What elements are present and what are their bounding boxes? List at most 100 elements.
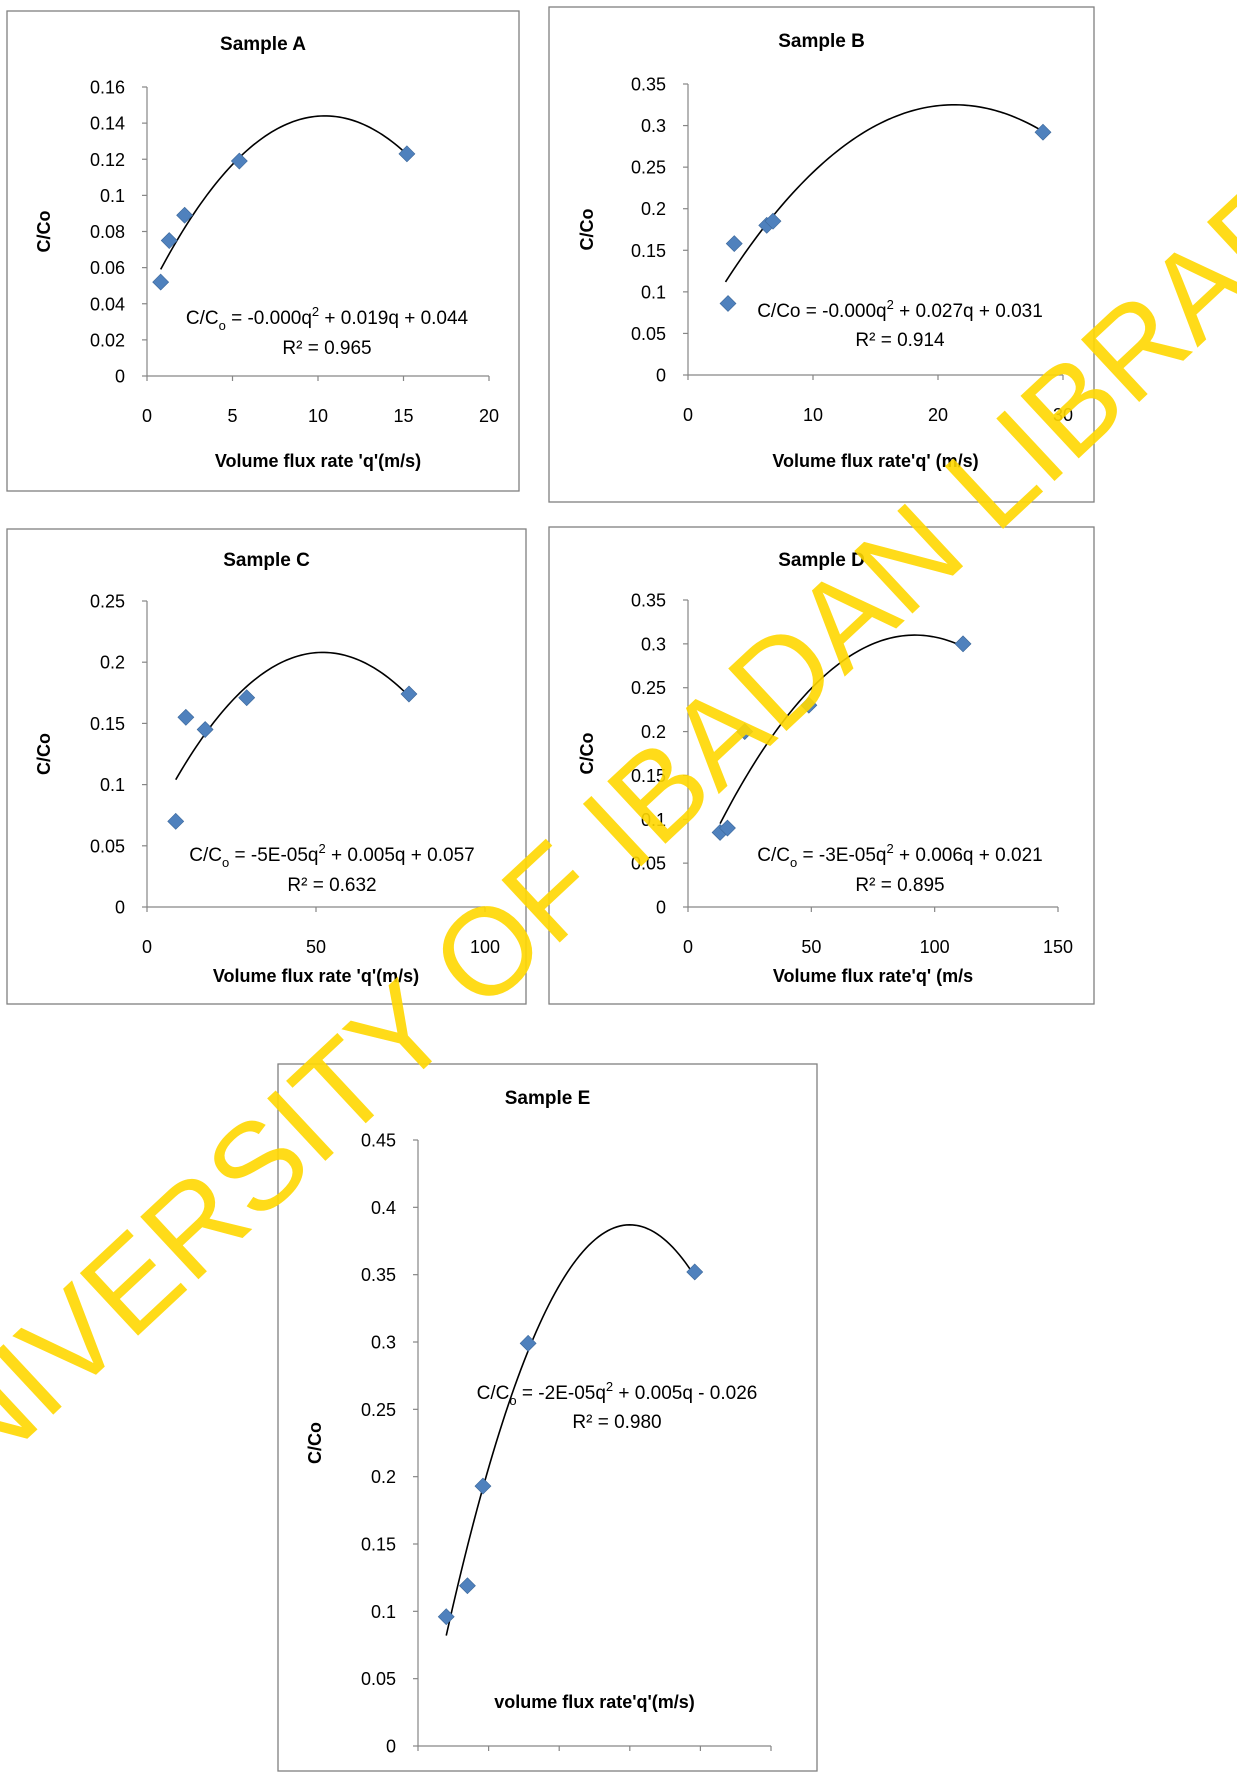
x-axis-title: Volume flux rate'q' (m/s) <box>772 451 978 471</box>
equation-rhs: + 0.006q + 0.021 <box>894 845 1043 866</box>
data-point <box>719 295 737 312</box>
y-tick-label: 0.35 <box>631 75 666 95</box>
y-tick-label: 0.3 <box>641 116 666 136</box>
equation-sup: 2 <box>312 304 319 319</box>
x-tick-label: 10 <box>803 405 823 425</box>
y-tick-label: 0.25 <box>631 158 666 178</box>
y-axis-title: C/Co <box>577 733 597 775</box>
data-point <box>519 1334 537 1352</box>
x-tick-label: 5 <box>227 406 237 426</box>
y-tick-label: 0.2 <box>371 1467 396 1487</box>
data-point <box>725 235 743 253</box>
x-tick-label: 100 <box>920 937 950 957</box>
equation-mid: = -2E-05q <box>517 1383 606 1404</box>
equation-sub: o <box>509 1393 516 1408</box>
equation-rhs: + 0.019q + 0.044 <box>319 308 468 329</box>
y-tick-label: 0.1 <box>100 775 125 795</box>
y-tick-label: 0.3 <box>641 634 666 654</box>
data-point <box>196 721 214 738</box>
data-point <box>177 708 195 726</box>
chart-title: Sample A <box>220 34 306 55</box>
chart-frame <box>6 528 527 1005</box>
data-point <box>400 685 418 703</box>
chart-title: Sample D <box>778 550 865 571</box>
data-point <box>437 1608 455 1626</box>
equation-rhs: + 0.005q + 0.057 <box>326 845 475 866</box>
chart-frame <box>548 526 1095 1005</box>
trendline <box>724 103 1044 283</box>
x-tick-label: 10 <box>308 406 328 426</box>
y-tick-label: 0.1 <box>641 810 666 830</box>
chart-title: Sample E <box>505 1088 591 1109</box>
data-point <box>160 232 178 249</box>
equation-lhs: C/C <box>186 308 219 329</box>
trendline <box>175 651 410 781</box>
y-tick-label: 0.05 <box>631 324 666 344</box>
y-tick-label: 0.16 <box>90 78 125 98</box>
x-tick-label: 0 <box>683 937 693 957</box>
data-point <box>1034 123 1052 141</box>
trendline <box>719 634 964 825</box>
y-tick-label: 0.1 <box>371 1602 396 1622</box>
data-point <box>167 812 185 830</box>
data-point <box>398 145 416 163</box>
equation-label: C/Co = -2E-05q2 + 0.005q - 0.026 <box>477 1379 758 1408</box>
data-point <box>686 1263 704 1281</box>
x-axis-title: Volume flux rate'q' (m/s <box>773 966 973 986</box>
y-tick-label: 0.08 <box>90 222 125 242</box>
y-tick-label: 0.35 <box>631 591 666 611</box>
y-tick-label: 0.06 <box>90 258 125 278</box>
y-tick-label: 0.4 <box>371 1198 396 1218</box>
x-tick-label: 20 <box>928 405 948 425</box>
data-point <box>458 1577 476 1595</box>
y-tick-label: 0.2 <box>100 653 125 673</box>
equation-sup: 2 <box>887 297 894 312</box>
data-point <box>152 273 170 291</box>
y-tick-label: 0 <box>656 366 666 386</box>
y-axis-title: C/Co <box>577 209 597 251</box>
x-tick-label: 150 <box>1043 937 1073 957</box>
data-point <box>800 696 818 714</box>
y-axis-title: C/Co <box>34 733 54 775</box>
equation-rhs: + 0.005q - 0.026 <box>613 1383 757 1404</box>
y-tick-label: 0.1 <box>100 186 125 206</box>
equation-lhs: C/C <box>477 1383 510 1404</box>
y-tick-label: 0 <box>656 898 666 918</box>
x-tick-label: 30 <box>1053 405 1073 425</box>
equation-sup: 2 <box>606 1379 613 1394</box>
data-point <box>736 723 754 740</box>
equation-lhs: C/C <box>189 845 222 866</box>
equation-mid: = -0.000q <box>801 301 887 322</box>
equation-label: C/Co = -5E-05q2 + 0.005q + 0.057 <box>189 841 474 870</box>
y-tick-label: 0.45 <box>361 1131 396 1151</box>
x-tick-label: 50 <box>801 937 821 957</box>
y-tick-label: 0.25 <box>90 592 125 612</box>
y-tick-label: 0.02 <box>90 330 125 350</box>
y-tick-label: 0.3 <box>371 1333 396 1353</box>
equation-mid: = -5E-05q <box>229 845 318 866</box>
equation-mid: = -0.000q <box>226 308 312 329</box>
y-tick-label: 0 <box>115 898 125 918</box>
y-tick-label: 0.25 <box>631 678 666 698</box>
x-tick-label: 20 <box>479 406 499 426</box>
x-tick-label: 100 <box>470 937 500 957</box>
x-tick-label: 0 <box>142 406 152 426</box>
equation-label: C/Co = -0.000q2 + 0.027q + 0.031 <box>757 297 1043 322</box>
y-tick-label: 0.15 <box>631 766 666 786</box>
x-axis-title: Volume flux rate 'q'(m/s) <box>213 966 419 986</box>
equation-mid: = -3E-05q <box>797 845 886 866</box>
chart-e: Sample E 0 0.05 0.1 0.15 0.2 0.25 0.3 0.35 0.4 0.4… <box>277 1063 818 1772</box>
y-tick-label: 0.14 <box>90 114 125 134</box>
y-tick-label: 0.12 <box>90 150 125 170</box>
equation-lhs: C/C <box>757 845 790 866</box>
r-squared-label: R² = 0.980 <box>572 1412 661 1433</box>
equation-lhs: C/Co <box>757 301 800 322</box>
equation-sup: 2 <box>887 841 894 856</box>
x-axis-title: Volume flux rate 'q'(m/s) <box>215 451 421 471</box>
y-axis-title: C/Co <box>34 211 54 253</box>
chart-frame <box>548 6 1095 503</box>
x-tick-label: 50 <box>306 937 326 957</box>
equation-sub: o <box>790 855 797 870</box>
r-squared-label: R² = 0.914 <box>855 330 945 351</box>
